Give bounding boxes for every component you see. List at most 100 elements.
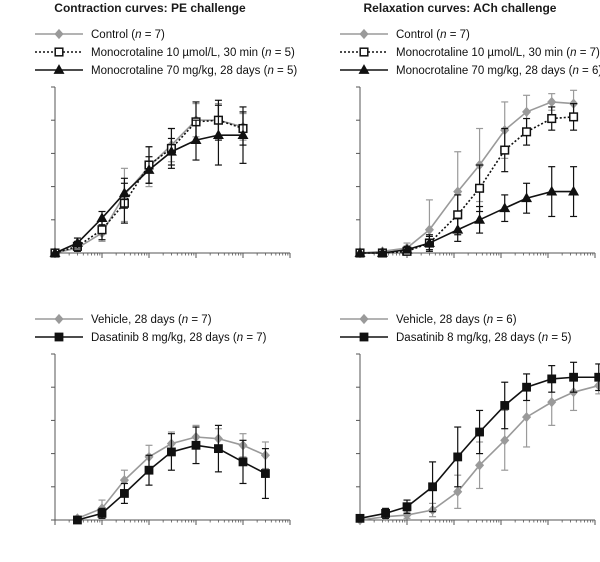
panel-1-legend-label-2: Monocrotaline 10 µmol/L, 30 min (n = 5) — [91, 47, 295, 59]
panel-3-series-2-point — [144, 465, 154, 475]
legend-text-part: = 7) — [142, 29, 166, 41]
panel-3-series-2-point — [97, 508, 107, 518]
panel-2-series-2-point — [453, 210, 463, 220]
panel-3-legend-marker-1 — [54, 313, 64, 325]
panel-4-legend-marker-2 — [359, 332, 369, 342]
panel-2-series-2-point — [547, 113, 557, 124]
panel-2-series-1-point — [522, 106, 532, 118]
legend-text-part: Dasatinib 8 mg/kg, 28 days ( — [91, 332, 237, 344]
panel-2-series-2-point — [500, 145, 510, 155]
panel-2-series-3-point — [499, 202, 511, 213]
panel-2-series-3-point — [452, 223, 464, 234]
panel-1-series-3-point — [96, 212, 108, 223]
legend-text-part: = 5) — [272, 47, 296, 59]
panel-3-legend-label-2: Dasatinib 8 mg/kg, 28 days (n = 7) — [91, 332, 267, 344]
panel-2-title: Relaxation curves: ACh challenge — [364, 1, 557, 15]
panel-2-series-2-point — [569, 112, 579, 122]
legend-text-part: = 7) — [447, 29, 471, 41]
panel-4-series-1-point — [522, 411, 532, 423]
panel-1-legend-marker-2 — [54, 47, 64, 57]
panel-1-series-3-point — [212, 129, 224, 140]
panel-2-legend: Control (n = 7)Monocrotaline 10 µmol/L, … — [340, 28, 600, 77]
panel-3-series-2-point — [191, 440, 201, 450]
legend-text-part: n — [182, 314, 188, 326]
panel-4-legend-label-2: Dasatinib 8 mg/kg, 28 days (n = 5) — [396, 332, 572, 344]
panel-2-legend-marker-1 — [359, 28, 369, 40]
panel-4-series-1-point — [547, 397, 557, 408]
panel-1-legend-label-3: Monocrotaline 70 mg/kg, 28 days (n = 5) — [91, 65, 297, 77]
panel-3-legend-marker-2 — [54, 332, 64, 342]
panel-4-series-2-point — [547, 374, 557, 384]
panel-4-series-2-point — [402, 502, 412, 512]
legend-text-part: Control ( — [91, 29, 135, 41]
panel-3-series-2-point — [261, 469, 270, 478]
legend-text-part: Dasatinib 8 mg/kg, 28 days ( — [396, 332, 542, 344]
panel-1-legend-label-1: Control (n = 7) — [91, 29, 165, 41]
legend-text-part: = 5) — [548, 332, 572, 344]
panel-4-series-2-point — [594, 372, 600, 382]
panel-2-legend-marker-3 — [358, 64, 370, 74]
panel-2-legend-label-3: Monocrotaline 70 mg/kg, 28 days (n = 6) — [396, 65, 600, 77]
panel-4-series-2-point — [381, 508, 390, 518]
panel-1-series-3-point — [165, 145, 177, 156]
panel-4-series-2-point — [569, 372, 578, 382]
legend-text-part: n — [570, 47, 576, 59]
panel-1-series-3-point — [237, 129, 249, 140]
panel-2-series-3-point — [521, 192, 533, 203]
panel-2-series-3-point — [474, 213, 486, 224]
panel-2-series-3-line — [360, 190, 574, 254]
panel-2: Control (n = 7)Monocrotaline 10 µmol/L, … — [340, 28, 600, 259]
legend-text-part: Monocrotaline 70 mg/kg, 28 days ( — [396, 65, 573, 77]
legend-text-part: n — [267, 65, 273, 77]
panel-3-series-2-point — [214, 444, 223, 454]
panel-4-legend: Vehicle, 28 days (n = 6)Dasatinib 8 mg/k… — [340, 313, 572, 344]
panel-2-legend-label-1: Control (n = 7) — [396, 29, 470, 41]
legend-text-part: n — [440, 29, 446, 41]
panel-4: Vehicle, 28 days (n = 6)Dasatinib 8 mg/k… — [340, 313, 600, 526]
panel-1-series-3-point — [143, 164, 155, 174]
legend-text-part: Monocrotaline 10 µmol/L, 30 min ( — [396, 47, 570, 59]
legend-text-part: n — [572, 65, 578, 77]
panel-4-legend-marker-1 — [359, 313, 369, 325]
panel-3-legend-label-1: Vehicle, 28 days (n = 7) — [91, 314, 212, 326]
legend-text-part: Monocrotaline 10 µmol/L, 30 min ( — [91, 47, 265, 59]
legend-text-part: Vehicle, 28 days ( — [396, 314, 487, 326]
panel-2-series-3-point — [546, 185, 558, 196]
panel-3-series-2-point — [120, 489, 129, 498]
legend-text-part: = 7) — [188, 314, 212, 326]
legend-text-part: Control ( — [396, 29, 440, 41]
panel-1-legend: Control (n = 7)Monocrotaline 10 µmol/L, … — [35, 28, 297, 77]
panel-3: Vehicle, 28 days (n = 7) Dasatinib 8 mg/k… — [35, 313, 291, 525]
panel-2-series-3-point — [401, 243, 413, 254]
panels: Control (n = 7)Monocrotaline 10 µmol/L, … — [35, 28, 600, 526]
panel-4-series-1 — [355, 373, 600, 526]
legend-text-part: n — [487, 314, 493, 326]
panel-3-series-2-point — [238, 457, 248, 467]
panel-2-series-3-point — [354, 247, 366, 257]
panel-3-legend: Vehicle, 28 days (n = 7) Dasatinib 8 mg/k… — [35, 313, 267, 344]
panel-2-series-1 — [355, 89, 579, 259]
panel-4-series-1-point — [475, 460, 485, 471]
panel-2-series-3-point — [376, 247, 388, 257]
legend-text-part: = 5) — [274, 65, 298, 77]
legend-text-part: = 6) — [579, 65, 600, 77]
panel-2-series-2 — [355, 102, 579, 258]
panel-1-series-3-point — [190, 134, 202, 145]
panel-2-series-1-point — [547, 96, 557, 108]
panel-2-series-3 — [354, 166, 580, 257]
panel-1-series-3-point — [71, 237, 83, 247]
legend-text-part: n — [265, 47, 271, 59]
panel-1: Control (n = 7)Monocrotaline 10 µmol/L, … — [35, 28, 297, 259]
legend-text-part: Vehicle, 28 days ( — [91, 314, 182, 326]
panel-1-legend-marker-1 — [54, 28, 64, 40]
panel-2-series-3-point — [423, 237, 435, 247]
panel-4-series-2-point — [475, 427, 484, 437]
panel-4-series-2 — [355, 361, 600, 523]
legend-text-part: n — [542, 332, 548, 344]
panel-3-series-2-point — [167, 447, 176, 457]
panel-2-legend-marker-2 — [359, 47, 369, 57]
panel-4-series-2-point — [355, 513, 365, 523]
panel-2-series-2-point — [522, 127, 532, 137]
panel-1-series-3-point — [49, 247, 61, 257]
panel-2-series-1-line — [359, 101, 574, 254]
